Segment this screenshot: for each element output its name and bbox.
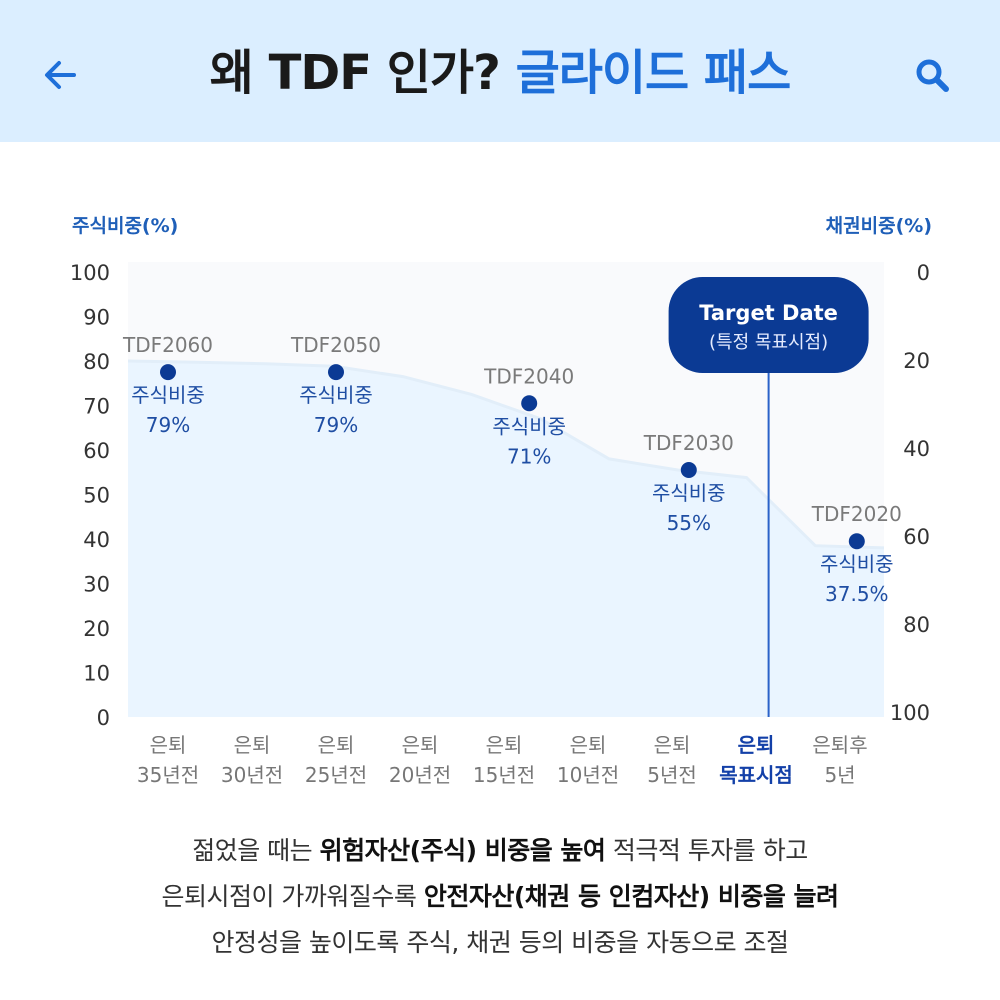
fund-share-label: 주식비중 xyxy=(820,552,894,576)
category-label-line1: 은퇴 xyxy=(654,733,691,757)
category-label-line2: 10년전 xyxy=(557,763,619,787)
fund-share-label: 주식비중 xyxy=(492,414,566,438)
category-label-line1: 은퇴 xyxy=(486,733,523,757)
fund-share-value: 79% xyxy=(314,413,358,437)
left-tick-label: 100 xyxy=(70,261,110,285)
fund-name-label: TDF2050 xyxy=(290,333,381,357)
right-axis-ticks: 0 20 40 60 80 100 xyxy=(890,261,930,725)
right-tick-label: 40 xyxy=(903,437,930,461)
left-tick-label: 20 xyxy=(83,617,110,641)
category-label-line1: 은퇴 xyxy=(738,733,775,757)
category-label-line1: 은퇴 xyxy=(150,733,187,757)
left-tick-label: 50 xyxy=(83,484,110,508)
category-label-line2: 5년전 xyxy=(647,763,697,787)
category-label-line1: 은퇴 xyxy=(402,733,439,757)
fund-share-value: 55% xyxy=(667,511,711,535)
category-label-line2: 35년전 xyxy=(137,763,199,787)
target-date-title: Target Date xyxy=(699,301,838,325)
title-main: 왜 TDF 인가? xyxy=(209,45,501,101)
target-date-badge: Target Date (특정 목표시점) xyxy=(668,277,869,373)
fund-point xyxy=(848,533,865,550)
search-icon xyxy=(916,59,949,92)
fund-share-value: 37.5% xyxy=(825,582,889,606)
fund-share-label: 주식비중 xyxy=(652,481,726,505)
left-tick-label: 90 xyxy=(83,306,110,330)
category-label-line1: 은퇴 xyxy=(570,733,607,757)
fund-name-label: TDF2030 xyxy=(643,431,734,455)
category-label-line1: 은퇴 xyxy=(234,733,271,757)
category-label-line2: 20년전 xyxy=(389,763,451,787)
glide-path-area xyxy=(128,361,884,717)
category-label-line1: 은퇴후 xyxy=(812,733,867,757)
right-tick-label: 20 xyxy=(903,349,930,373)
left-tick-label: 80 xyxy=(83,350,110,374)
category-label-line2: 5년 xyxy=(824,763,855,787)
target-date-subtitle: (특정 목표시점) xyxy=(709,332,828,353)
fund-point xyxy=(521,395,538,412)
header-bar: 왜 TDF 인가? 글라이드 패스 xyxy=(0,0,1000,142)
right-tick-label: 0 xyxy=(917,261,930,285)
left-axis-title: 주식비중(%) xyxy=(72,215,178,237)
caption-1a: 젊었을 때는 xyxy=(192,836,320,865)
fund-name-label: TDF2060 xyxy=(122,333,213,357)
fund-point xyxy=(680,462,697,479)
category-label-line1: 은퇴 xyxy=(318,733,355,757)
arrow-left-icon xyxy=(45,61,76,89)
left-tick-label: 0 xyxy=(97,706,110,730)
fund-name-label: TDF2020 xyxy=(811,502,902,526)
target-date-badge-bg xyxy=(668,277,869,373)
glide-path-edge xyxy=(127,359,885,550)
left-tick-label: 70 xyxy=(83,395,110,419)
left-tick-label: 40 xyxy=(83,528,110,552)
fund-share-label: 주식비중 xyxy=(131,383,205,407)
fund-name-label: TDF2040 xyxy=(483,364,574,388)
caption-line-2: 은퇴시점이 가까워질수록 안전자산(채권 등 인컴자산) 비중을 늘려 xyxy=(0,874,1000,920)
right-tick-label: 80 xyxy=(903,613,930,637)
right-tick-label: 60 xyxy=(903,525,930,549)
fund-point xyxy=(328,364,344,381)
right-axis-title: 채권비중(%) xyxy=(826,215,932,237)
fund-share-value: 79% xyxy=(146,413,190,437)
caption-2b: 안전자산(채권 등 인컴자산) 비중을 늘려 xyxy=(423,882,839,911)
back-button[interactable] xyxy=(30,45,90,105)
caption-line-3: 안정성을 높이도록 주식, 채권 등의 비중을 자동으로 조절 xyxy=(211,928,789,957)
caption-1c: 적극적 투자를 하고 xyxy=(605,836,808,865)
page-title: 왜 TDF 인가? 글라이드 패스 xyxy=(0,38,1000,108)
search-button[interactable] xyxy=(902,45,962,105)
left-tick-label: 60 xyxy=(83,439,110,463)
fund-share-label: 주식비중 xyxy=(299,383,373,407)
category-label-line2: 15년전 xyxy=(473,763,535,787)
fund-point xyxy=(160,364,176,381)
fund-share-value: 71% xyxy=(507,444,551,468)
title-accent: 글라이드 패스 xyxy=(515,45,792,101)
caption: 젊었을 때는 위험자산(주식) 비중을 높여 적극적 투자를 하고 은퇴시점이 … xyxy=(0,828,1000,966)
caption-line-1: 젊었을 때는 위험자산(주식) 비중을 높여 적극적 투자를 하고 xyxy=(0,828,1000,874)
fund-points: TDF2060 주식비중 79% TDF2050 주식비중 79% TDF2040 주식비중 7… xyxy=(122,333,902,606)
right-tick-label: 100 xyxy=(890,701,930,725)
caption-1b: 위험자산(주식) 비중을 높여 xyxy=(319,836,606,865)
left-tick-label: 10 xyxy=(83,662,110,686)
category-label-line2: 목표시점 xyxy=(719,763,793,787)
category-label-line2: 30년전 xyxy=(221,763,283,787)
caption-2a: 은퇴시점이 가까워질수록 xyxy=(161,882,424,911)
category-label-line2: 25년전 xyxy=(305,763,367,787)
left-tick-label: 30 xyxy=(83,573,110,597)
x-axis-categories: 은퇴 35년전 은퇴 30년전 은퇴 25년전 은퇴 20년전 은퇴 15년전 은퇴 10년전 은퇴 5년… xyxy=(137,733,868,787)
